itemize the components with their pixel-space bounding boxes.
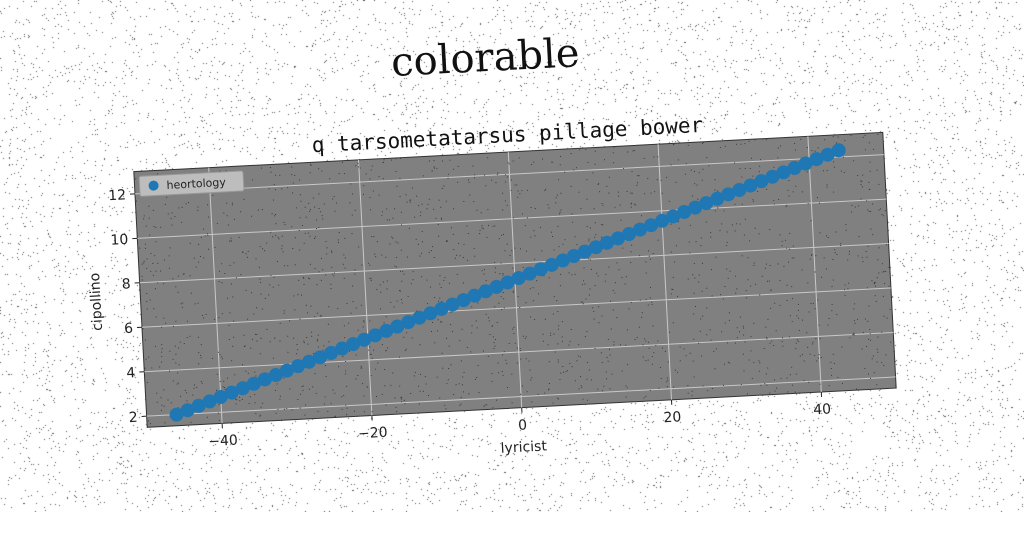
- y-tick-label: 8: [121, 276, 131, 292]
- y-tick-label: 4: [126, 365, 136, 381]
- x-tick-label: −20: [358, 425, 388, 443]
- y-tick-label: 2: [128, 410, 138, 426]
- x-tick-label: 40: [813, 401, 832, 418]
- x-tick-label: −40: [208, 433, 238, 451]
- y-tick-label: 6: [124, 321, 134, 337]
- y-tick-label: 10: [110, 232, 129, 249]
- x-tick-label: 0: [518, 417, 528, 433]
- y-axis-label: cipollino: [87, 272, 106, 331]
- x-axis-label: lyricist: [500, 438, 547, 456]
- x-tick-label: 20: [663, 409, 682, 426]
- y-tick-label: 12: [108, 187, 127, 204]
